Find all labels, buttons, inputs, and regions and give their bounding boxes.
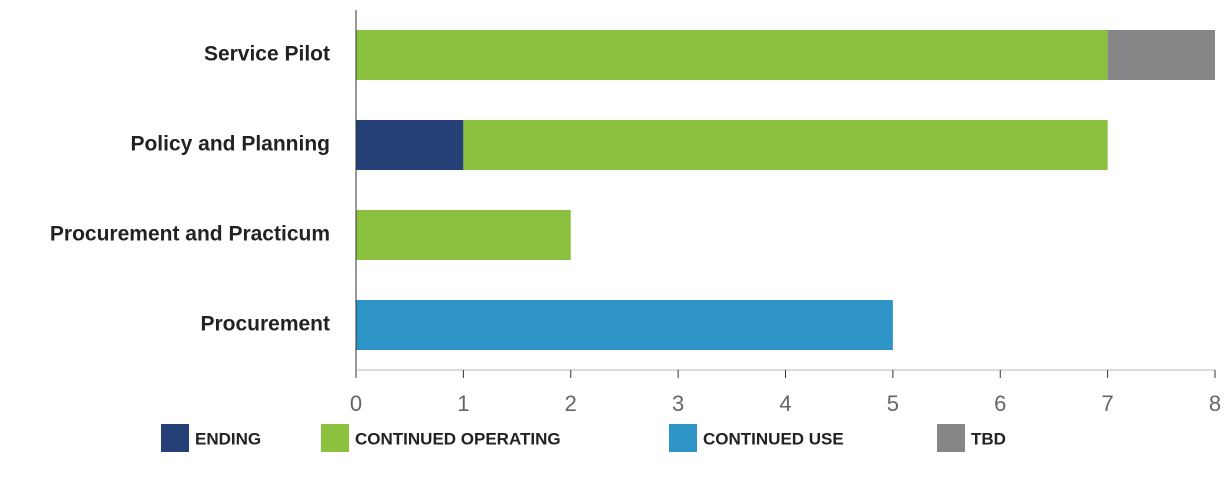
legend-label: CONTINUED USE [703,429,844,448]
legend-swatch [937,424,965,452]
y-tick-label: Procurement and Practicum [50,223,330,246]
bar-segment [356,300,893,350]
legend-swatch [321,424,349,452]
bar-segment [463,120,1108,170]
bar-segment [1107,30,1215,80]
x-tick-label: 2 [565,391,577,416]
y-tick-label: Policy and Planning [130,133,330,156]
legend-label: ENDING [195,429,261,448]
bar-segment [356,30,1108,80]
bar-segment [356,120,464,170]
legend-label: CONTINUED OPERATING [355,429,561,448]
x-tick-label: 6 [994,391,1006,416]
x-tick-label: 8 [1209,391,1221,416]
x-tick-label: 0 [350,391,362,416]
x-tick-label: 1 [457,391,469,416]
x-tick-label: 5 [887,391,899,416]
legend-swatch [161,424,189,452]
bar-segment [356,210,571,260]
legend-swatch [669,424,697,452]
y-tick-label: Service Pilot [204,43,330,66]
x-tick-label: 3 [672,391,684,416]
x-tick-label: 7 [1102,391,1114,416]
x-tick-label: 4 [779,391,791,416]
legend-label: TBD [971,429,1006,448]
y-tick-label: Procurement [200,313,330,336]
